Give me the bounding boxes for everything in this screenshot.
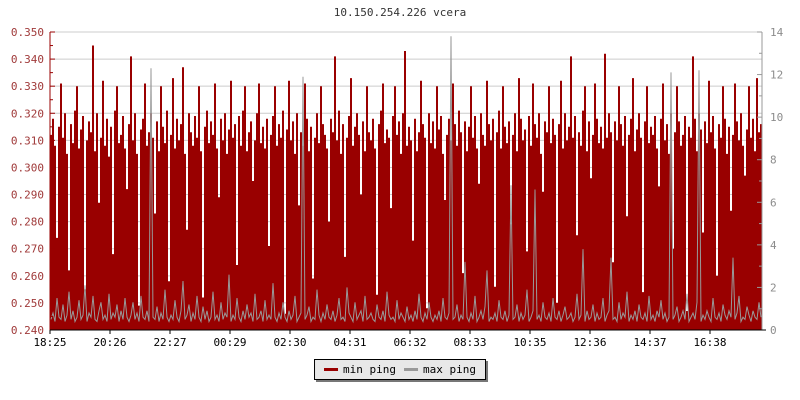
svg-text:8: 8: [770, 154, 777, 167]
svg-text:6: 6: [770, 196, 777, 209]
svg-text:00:29: 00:29: [213, 336, 246, 349]
svg-text:12: 12: [770, 69, 783, 82]
svg-text:0.330: 0.330: [11, 80, 44, 93]
legend-label-min-ping: min ping: [343, 363, 396, 376]
svg-text:14:37: 14:37: [633, 336, 666, 349]
svg-text:0.310: 0.310: [11, 134, 44, 147]
axes-layer: 0.240 0.250 0.260 0.270 0.280 0.290 0.300 0.310…: [11, 26, 784, 349]
svg-text:20:26: 20:26: [93, 336, 126, 349]
svg-text:14: 14: [770, 26, 784, 39]
legend-item-max-ping: max ping: [404, 363, 476, 376]
max-ping-swatch: [404, 368, 418, 371]
chart-legend: min ping max ping: [314, 359, 486, 380]
svg-text:06:32: 06:32: [393, 336, 426, 349]
svg-text:16:38: 16:38: [693, 336, 726, 349]
svg-text:22:27: 22:27: [153, 336, 186, 349]
legend-item-min-ping: min ping: [324, 363, 396, 376]
svg-text:0.280: 0.280: [11, 216, 44, 229]
chart-title: 10.150.254.226 vcera: [334, 6, 466, 19]
svg-text:0.260: 0.260: [11, 270, 44, 283]
svg-text:10: 10: [770, 111, 783, 124]
svg-text:4: 4: [770, 239, 777, 252]
series-layer: [50, 36, 762, 330]
svg-text:0.350: 0.350: [11, 26, 44, 39]
min-ping-swatch: [324, 368, 339, 371]
svg-text:0.270: 0.270: [11, 243, 44, 256]
svg-text:04:31: 04:31: [333, 336, 366, 349]
svg-text:18:25: 18:25: [33, 336, 66, 349]
svg-text:2: 2: [770, 281, 777, 294]
svg-text:0.290: 0.290: [11, 189, 44, 202]
svg-text:02:30: 02:30: [273, 336, 306, 349]
svg-text:0.250: 0.250: [11, 297, 44, 310]
svg-text:08:33: 08:33: [453, 336, 486, 349]
svg-text:0.320: 0.320: [11, 107, 44, 120]
svg-text:0: 0: [770, 324, 777, 337]
legend-label-max-ping: max ping: [423, 363, 476, 376]
svg-text:0.340: 0.340: [11, 53, 44, 66]
svg-text:10:35: 10:35: [513, 336, 546, 349]
svg-text:0.240: 0.240: [11, 324, 44, 337]
svg-text:12:36: 12:36: [573, 336, 606, 349]
svg-text:0.300: 0.300: [11, 161, 44, 174]
